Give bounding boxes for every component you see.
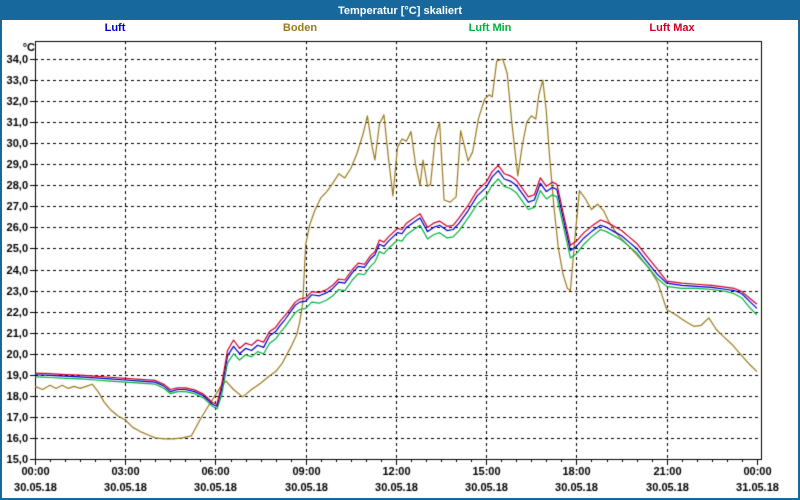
temperature-chart-canvas [2, 38, 798, 498]
legend-item-luft: Luft [104, 22, 126, 34]
chart-legend: Luft Boden Luft Min Luft Max [2, 20, 798, 38]
chart-area [2, 38, 798, 498]
legend-item-luft-min: Luft Min [468, 22, 512, 34]
legend-item-boden: Boden [282, 22, 318, 34]
window-title: Temperatur [°C] skaliert [337, 5, 462, 17]
title-bar[interactable]: Temperatur [°C] skaliert [2, 2, 798, 20]
legend-item-luft-max: Luft Max [649, 22, 695, 34]
